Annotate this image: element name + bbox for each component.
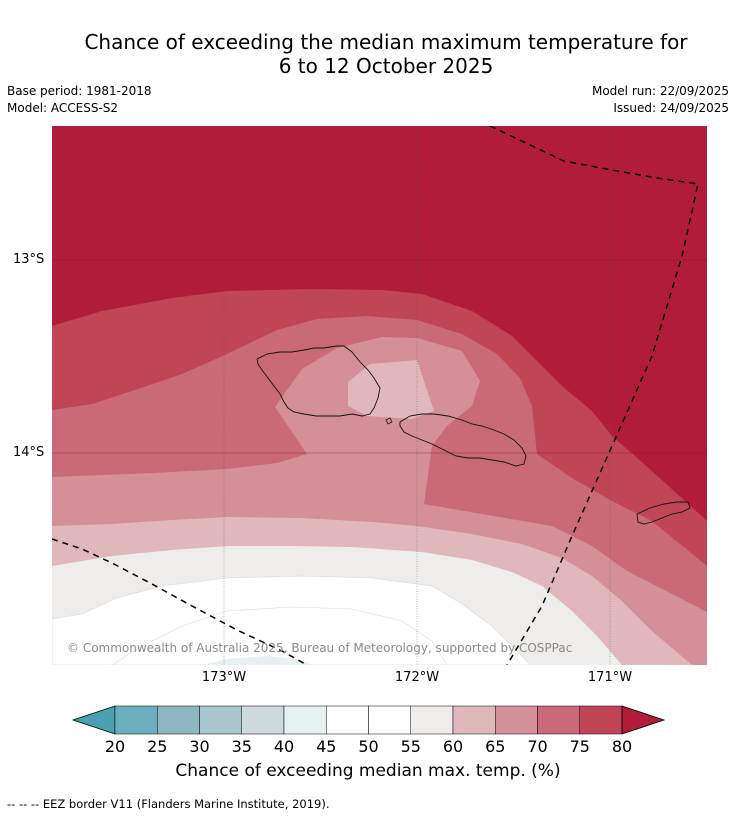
colorbar-segment	[199, 705, 242, 735]
model-run: Model run: 22/09/2025	[591, 84, 729, 98]
colorbar-extend-high	[621, 705, 666, 735]
colorbar-tick-label: 40	[273, 737, 295, 756]
colorbar-tick-label: 35	[231, 737, 252, 756]
colorbar-segments	[71, 705, 666, 735]
colorbar-tick-label: 65	[485, 737, 506, 756]
island-tutuila	[636, 501, 691, 525]
colorbar-tick-label: 70	[527, 737, 548, 756]
band-50	[52, 575, 531, 665]
lon-label-171w: 171°W	[587, 670, 633, 685]
colorbar-tick-label: 80	[611, 737, 633, 756]
colorbar-tick-label: 30	[189, 737, 210, 756]
colorbar-segment	[241, 705, 285, 735]
colorbar-tick-label: 45	[316, 737, 337, 756]
lon-label-173w: 173°W	[201, 670, 247, 685]
title-line-1: Chance of exceeding the median maximum t…	[84, 30, 688, 54]
colorbar-segment	[368, 705, 411, 735]
eez-legend: -- -- -- EEZ border V11 (Flanders Marine…	[7, 797, 330, 811]
colorbar	[71, 705, 666, 735]
lat-label-13s: 13°S	[13, 252, 45, 267]
band-50-inner	[111, 606, 448, 665]
colorbar-segment	[579, 705, 623, 735]
colorbar-segment	[326, 705, 369, 735]
colorbar-segment	[537, 705, 580, 735]
map-title: Chance of exceeding the median maximum t…	[0, 30, 736, 78]
band-45	[202, 656, 312, 665]
lat-label-14s: 14°S	[13, 445, 45, 460]
colorbar-segment	[495, 705, 538, 735]
band-65-core	[348, 360, 434, 419]
colorbar-extend-low	[71, 705, 116, 735]
colorbar-title: Chance of exceeding median max. temp. (%…	[175, 761, 561, 781]
eez-borders	[52, 126, 699, 665]
lon-label-172w: 172°W	[394, 670, 440, 685]
colorbar-segment	[283, 705, 327, 735]
colorbar-segment	[114, 705, 158, 735]
colorbar-segment	[452, 705, 496, 735]
copyright-credit: © Commonwealth of Australia 2025, Bureau…	[67, 641, 573, 655]
colorbar-tick-label: 75	[569, 737, 590, 756]
gridlines-lat	[52, 259, 707, 454]
title-line-2: 6 to 12 October 2025	[278, 54, 494, 78]
colorbar-segment	[157, 705, 200, 735]
meta-right: Model run: 22/09/2025 Issued: 24/09/2025	[592, 83, 729, 117]
issued-date: Issued: 24/09/2025	[613, 101, 729, 115]
probability-map	[52, 126, 707, 665]
island-manono	[385, 417, 393, 425]
colorbar-tick-label: 25	[147, 737, 168, 756]
colorbar-segment	[410, 705, 454, 735]
island-upolu	[399, 413, 527, 467]
colorbar-tick-label: 60	[442, 737, 464, 756]
colorbar-tick-label: 55	[400, 737, 421, 756]
meta-left: Base period: 1981-2018 Model: ACCESS-S2	[7, 83, 152, 117]
colorbar-tick-label: 20	[104, 737, 126, 756]
model-name: Model: ACCESS-S2	[7, 101, 119, 115]
colorbar-tick-label: 50	[358, 737, 379, 756]
base-period: Base period: 1981-2018	[7, 84, 152, 98]
island-savaii	[256, 345, 381, 417]
